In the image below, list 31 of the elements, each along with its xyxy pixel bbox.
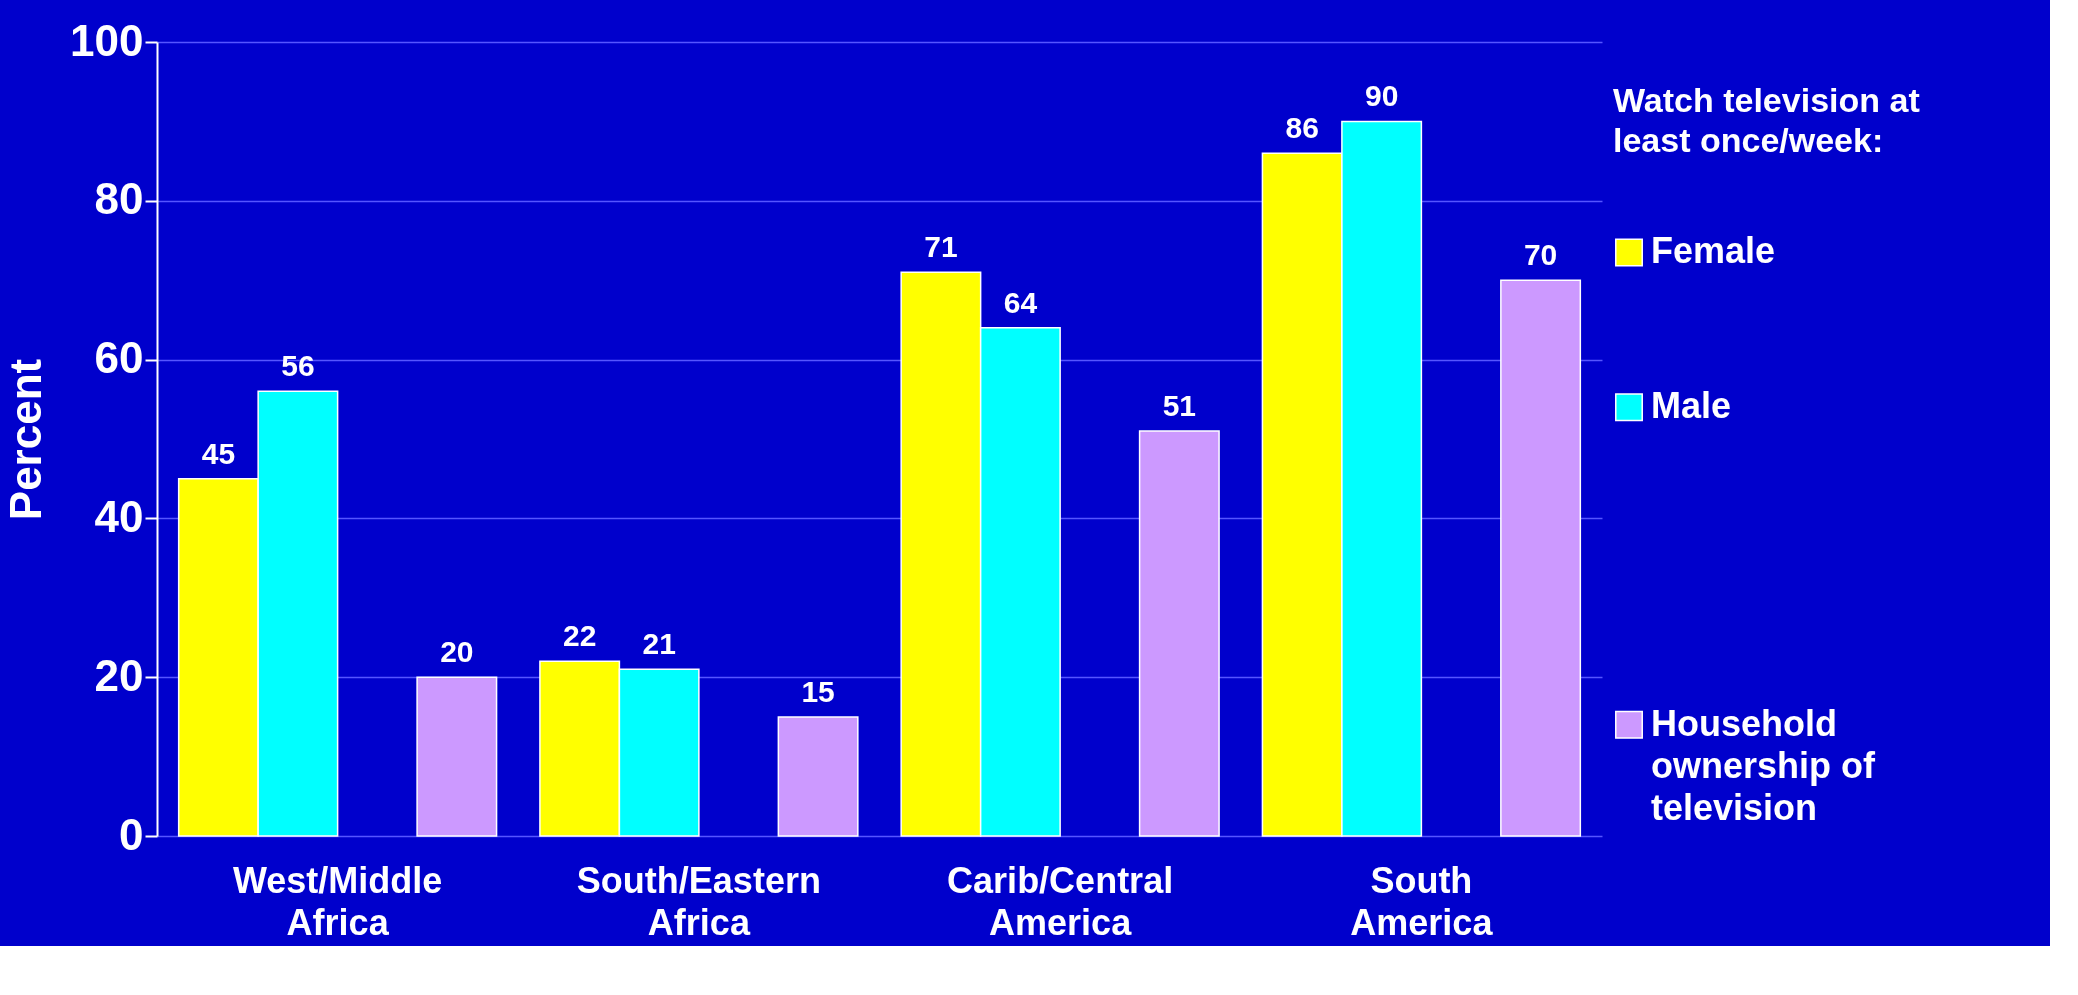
data-label: 64 [1003,285,1038,319]
y-tick-label: 0 [119,809,144,859]
bar [1500,279,1582,837]
data-label: 45 [201,436,236,470]
data-label: 15 [801,674,835,708]
data-label: 71 [924,230,958,264]
data-label: 51 [1162,389,1197,423]
y-tick-label: 40 [94,491,144,541]
y-tick-label: 80 [94,174,144,224]
x-tick-label: Carib/Central America [947,859,1174,943]
legend-label: Female [1651,230,1776,272]
data-label: 21 [642,627,676,661]
x-tick-label: South America [1350,859,1494,943]
data-label: 22 [562,619,597,653]
data-label: 20 [440,635,474,669]
x-tick-label: South/Eastern Africa [576,859,821,943]
data-label: 90 [1364,79,1399,113]
bar [777,716,859,837]
y-tick-label: 20 [94,650,144,700]
y-tick-label: 60 [94,333,144,383]
bar [416,676,498,837]
legend-title: Watch television at least once/week: [1613,80,1920,159]
y-axis-title: Percent [1,358,51,521]
data-label: 70 [1523,238,1558,272]
data-label: 56 [281,349,315,383]
legend-label: Male [1651,385,1732,427]
data-label: 86 [1285,111,1319,145]
legend-label: Household ownership of television [1651,702,1877,828]
bar [1138,430,1220,837]
y-tick-label: 100 [70,15,144,65]
x-tick-label: West/Middle Africa [232,859,443,943]
